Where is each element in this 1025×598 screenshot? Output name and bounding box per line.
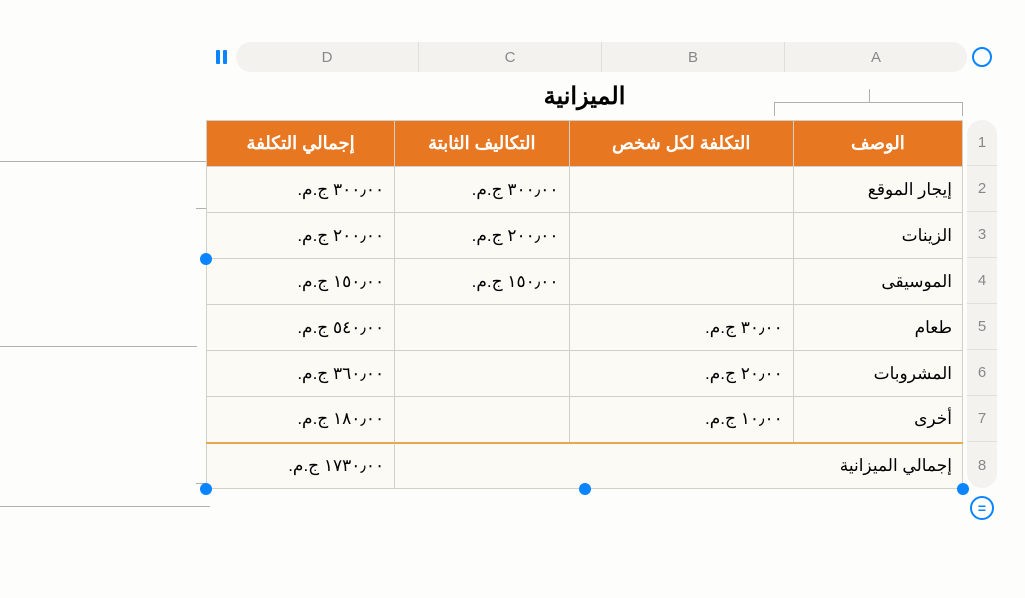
cell-total[interactable]: ٣٦٠٫٠٠ ج.م. [207, 351, 395, 397]
cell-desc[interactable]: الزينات [793, 213, 962, 259]
header-fixed-costs[interactable]: التكاليف الثابتة [395, 121, 569, 167]
main-area: 1 2 3 4 5 6 7 8 = الميزانية الوصف التكل [206, 74, 997, 520]
cell-per-person[interactable]: ٣٠٫٠٠ ج.م. [569, 305, 793, 351]
callout-line-1 [0, 161, 210, 162]
circle-handle-icon [972, 47, 992, 67]
table-select-handle[interactable] [967, 42, 997, 72]
budget-table[interactable]: الوصف التكلفة لكل شخص التكاليف الثابتة إ… [206, 120, 963, 489]
header-description[interactable]: الوصف [793, 121, 962, 167]
cell-fixed[interactable] [395, 351, 569, 397]
table-row: الموسيقى ١٥٠٫٠٠ ج.م. ١٥٠٫٠٠ ج.م. [207, 259, 963, 305]
selection-handle-dot[interactable] [957, 483, 969, 495]
row-header-1[interactable]: 1 [967, 120, 997, 166]
cell-per-person[interactable]: ٢٠٫٠٠ ج.م. [569, 351, 793, 397]
table-row: أخرى ١٠٫٠٠ ج.م. ١٨٠٫٠٠ ج.م. [207, 397, 963, 443]
cell-total[interactable]: ٣٠٠٫٠٠ ج.م. [207, 167, 395, 213]
row-header-8[interactable]: 8 [967, 442, 997, 488]
row-header-5[interactable]: 5 [967, 304, 997, 350]
table-wrapper: الميزانية الوصف التكلفة لكل شخص التكاليف… [206, 74, 963, 489]
footer-label[interactable]: إجمالي الميزانية [395, 443, 963, 489]
cell-total[interactable]: ١٨٠٫٠٠ ج.م. [207, 397, 395, 443]
cell-fixed[interactable] [395, 397, 569, 443]
table-header-row: الوصف التكلفة لكل شخص التكاليف الثابتة إ… [207, 121, 963, 167]
table-row: الزينات ٢٠٠٫٠٠ ج.م. ٢٠٠٫٠٠ ج.م. [207, 213, 963, 259]
cell-per-person[interactable]: ١٠٫٠٠ ج.م. [569, 397, 793, 443]
cell-desc[interactable]: أخرى [793, 397, 962, 443]
row-header-2[interactable]: 2 [967, 166, 997, 212]
table-row: المشروبات ٢٠٫٠٠ ج.م. ٣٦٠٫٠٠ ج.م. [207, 351, 963, 397]
cell-fixed[interactable]: ٢٠٠٫٠٠ ج.م. [395, 213, 569, 259]
add-row-handle[interactable]: = [970, 496, 994, 520]
cell-per-person[interactable] [569, 167, 793, 213]
pause-icon [216, 50, 227, 64]
header-total-cost[interactable]: إجمالي التكلفة [207, 121, 395, 167]
selection-handle-dot[interactable] [200, 253, 212, 265]
column-header-a[interactable]: A [784, 42, 967, 72]
cell-per-person[interactable] [569, 213, 793, 259]
cell-total[interactable]: ٢٠٠٫٠٠ ج.م. [207, 213, 395, 259]
cell-fixed[interactable]: ٣٠٠٫٠٠ ج.م. [395, 167, 569, 213]
row-headers-wrapper: 1 2 3 4 5 6 7 8 = [967, 74, 997, 520]
footer-total[interactable]: ١٧٣٠٫٠٠ ج.م. [207, 443, 395, 489]
spreadsheet: A B C D 1 2 3 4 5 6 7 8 = الميزانية [206, 42, 997, 558]
cell-desc[interactable]: المشروبات [793, 351, 962, 397]
column-headers-bar: A B C D [206, 42, 997, 72]
add-column-handle[interactable] [206, 42, 236, 72]
cell-desc[interactable]: إيجار الموقع [793, 167, 962, 213]
row-header-7[interactable]: 7 [967, 396, 997, 442]
cell-per-person[interactable] [569, 259, 793, 305]
row-header-4[interactable]: 4 [967, 258, 997, 304]
selection-handle-dot[interactable] [200, 483, 212, 495]
row-header-3[interactable]: 3 [967, 212, 997, 258]
table-row: إيجار الموقع ٣٠٠٫٠٠ ج.م. ٣٠٠٫٠٠ ج.م. [207, 167, 963, 213]
callout-line-3 [0, 506, 210, 507]
table-row: طعام ٣٠٫٠٠ ج.م. ٥٤٠٫٠٠ ج.م. [207, 305, 963, 351]
callout-bracket-column-a [774, 102, 963, 116]
column-header-b[interactable]: B [601, 42, 784, 72]
cell-desc[interactable]: طعام [793, 305, 962, 351]
callout-line-2 [0, 346, 197, 347]
row-header-6[interactable]: 6 [967, 350, 997, 396]
cell-fixed[interactable]: ١٥٠٫٠٠ ج.م. [395, 259, 569, 305]
header-cost-per-person[interactable]: التكلفة لكل شخص [569, 121, 793, 167]
cell-total[interactable]: ١٥٠٫٠٠ ج.م. [207, 259, 395, 305]
column-headers[interactable]: A B C D [236, 42, 967, 72]
selection-handle-dot[interactable] [579, 483, 591, 495]
cell-total[interactable]: ٥٤٠٫٠٠ ج.م. [207, 305, 395, 351]
column-header-c[interactable]: C [418, 42, 601, 72]
cell-fixed[interactable] [395, 305, 569, 351]
column-header-d[interactable]: D [236, 42, 418, 72]
row-headers[interactable]: 1 2 3 4 5 6 7 8 [967, 120, 997, 488]
cell-desc[interactable]: الموسيقى [793, 259, 962, 305]
table-footer-row: إجمالي الميزانية ١٧٣٠٫٠٠ ج.م. [207, 443, 963, 489]
